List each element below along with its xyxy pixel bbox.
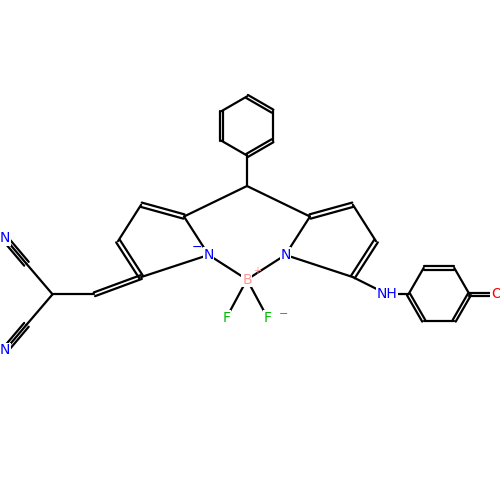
Text: N: N <box>0 344 10 357</box>
Text: N: N <box>204 248 214 262</box>
Text: NH: NH <box>377 288 398 302</box>
Text: +: + <box>253 266 261 276</box>
Text: −: − <box>192 240 202 254</box>
Text: −: − <box>278 309 288 319</box>
Text: N: N <box>280 248 290 262</box>
Text: F: F <box>264 311 272 325</box>
Text: N: N <box>0 231 10 245</box>
Text: O: O <box>491 288 500 302</box>
Text: F: F <box>222 311 230 325</box>
Text: B: B <box>242 272 252 286</box>
